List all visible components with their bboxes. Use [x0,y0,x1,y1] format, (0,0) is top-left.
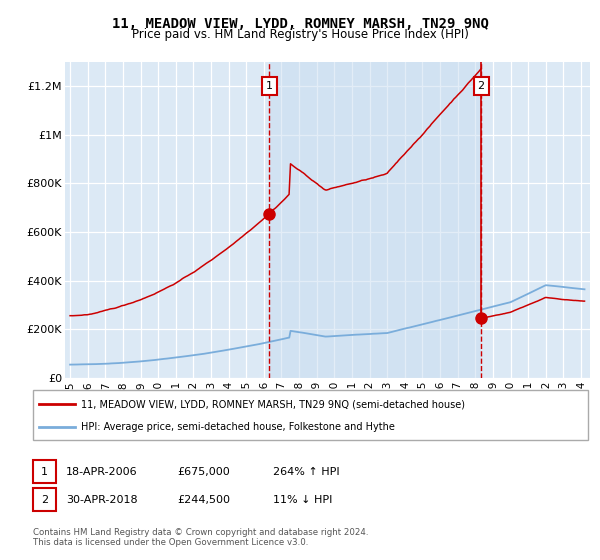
Text: HPI: Average price, semi-detached house, Folkestone and Hythe: HPI: Average price, semi-detached house,… [81,422,395,432]
Text: 1: 1 [41,466,48,477]
Text: Contains HM Land Registry data © Crown copyright and database right 2024.
This d: Contains HM Land Registry data © Crown c… [33,528,368,547]
Text: 1: 1 [266,81,272,91]
Text: 11, MEADOW VIEW, LYDD, ROMNEY MARSH, TN29 9NQ: 11, MEADOW VIEW, LYDD, ROMNEY MARSH, TN2… [112,16,488,30]
Text: 11% ↓ HPI: 11% ↓ HPI [273,494,332,505]
Text: 18-APR-2006: 18-APR-2006 [66,466,137,477]
Text: 11, MEADOW VIEW, LYDD, ROMNEY MARSH, TN29 9NQ (semi-detached house): 11, MEADOW VIEW, LYDD, ROMNEY MARSH, TN2… [81,399,465,409]
Text: 2: 2 [478,81,485,91]
Text: 2: 2 [41,494,48,505]
Text: 30-APR-2018: 30-APR-2018 [66,494,137,505]
Bar [269,62,481,378]
Text: 264% ↑ HPI: 264% ↑ HPI [273,466,340,477]
Text: Price paid vs. HM Land Registry's House Price Index (HPI): Price paid vs. HM Land Registry's House … [131,28,469,41]
Text: £244,500: £244,500 [177,494,230,505]
Text: £675,000: £675,000 [177,466,230,477]
